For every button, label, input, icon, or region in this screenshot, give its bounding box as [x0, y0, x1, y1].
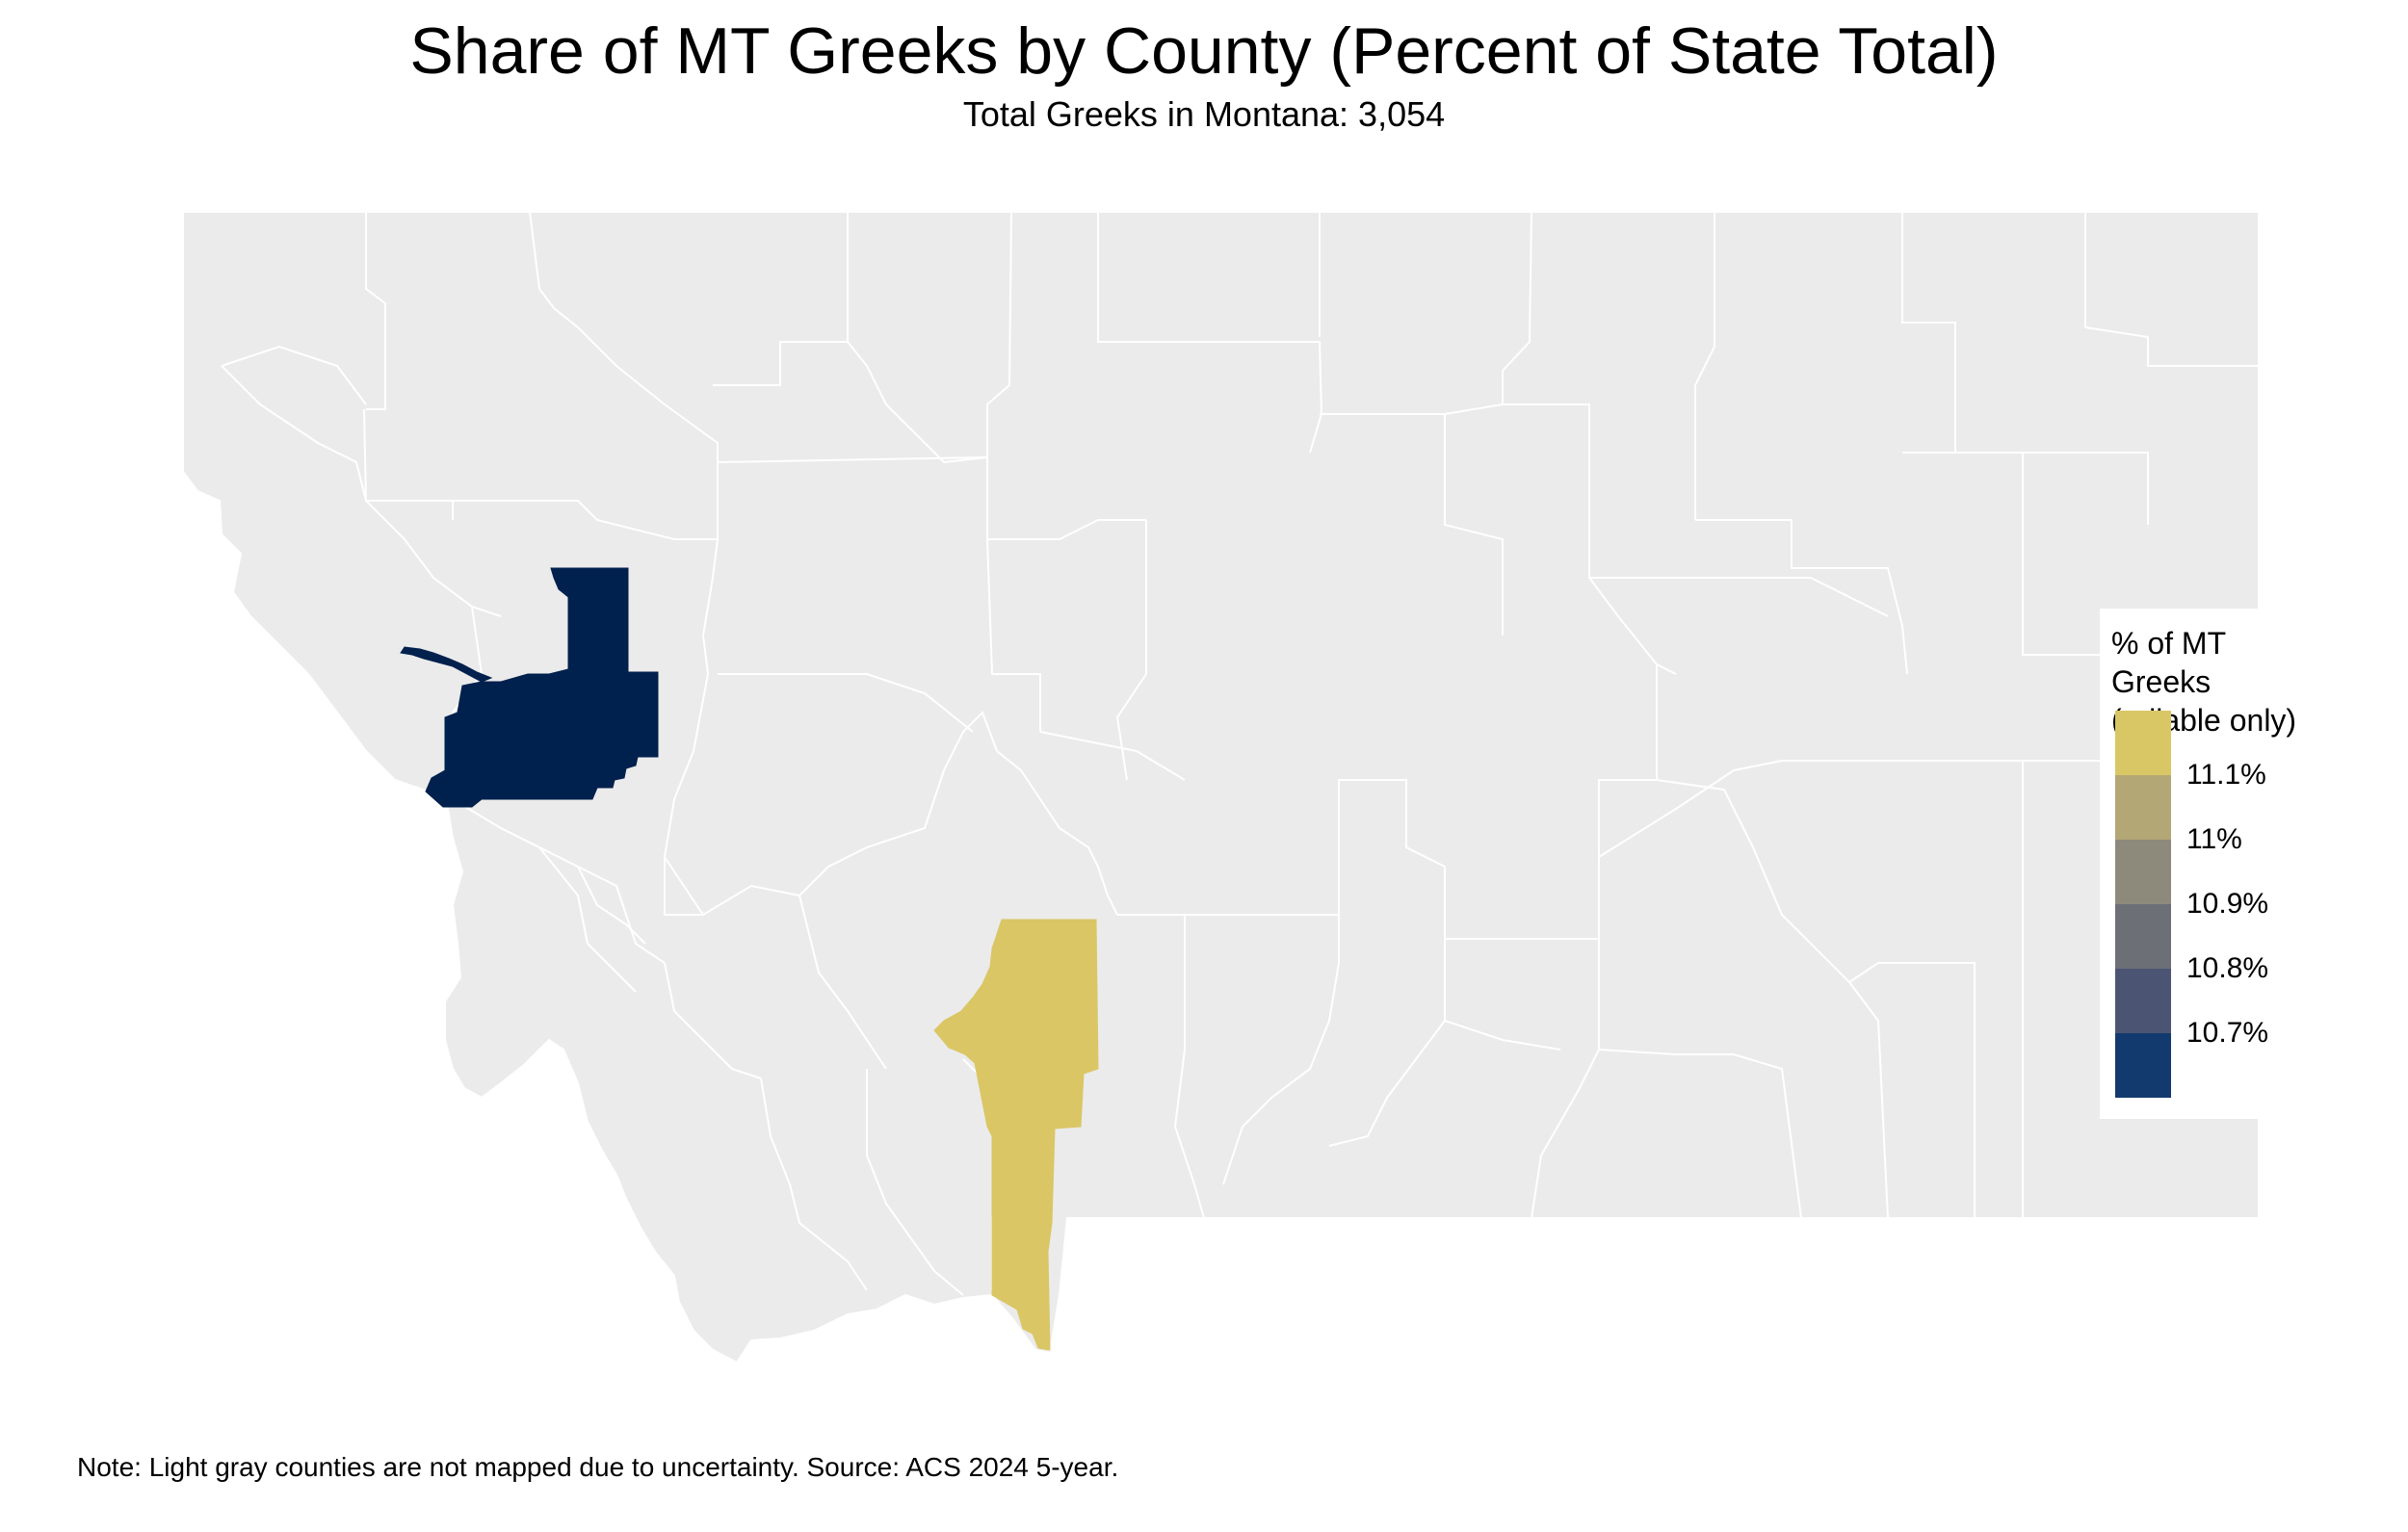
legend-swatch-3: [2115, 840, 2171, 904]
chart-title: Share of MT Greeks by County (Percent of…: [409, 14, 1999, 88]
montana-state-shape: [182, 211, 2260, 1364]
chart-subtitle: Total Greeks in Montana: 3,054: [962, 94, 1446, 134]
legend-swatch-6: [2115, 1033, 2171, 1098]
legend-label: 11%: [2186, 823, 2242, 855]
legend-label: 10.8%: [2186, 952, 2269, 984]
legend-swatch-5: [2115, 969, 2171, 1033]
county-gallatin[interactable]: [933, 919, 1099, 1351]
source-note: Note: Light gray counties are not mapped…: [77, 1452, 1119, 1482]
legend: % of MT Greeks (reliable only) 11.1% 11%…: [2100, 609, 2321, 1119]
legend-title-line1: % of MT Greeks: [2111, 626, 2226, 699]
legend-label: 10.9%: [2186, 888, 2269, 920]
legend-swatch-4: [2115, 904, 2171, 969]
legend-swatch-2: [2115, 775, 2171, 840]
legend-label: 10.7%: [2186, 1017, 2269, 1049]
legend-label: 11.1%: [2186, 759, 2266, 791]
legend-title: % of MT Greeks (reliable only): [2111, 624, 2321, 740]
legend-swatch-1: [2115, 711, 2171, 775]
county-missoula[interactable]: [400, 567, 659, 808]
